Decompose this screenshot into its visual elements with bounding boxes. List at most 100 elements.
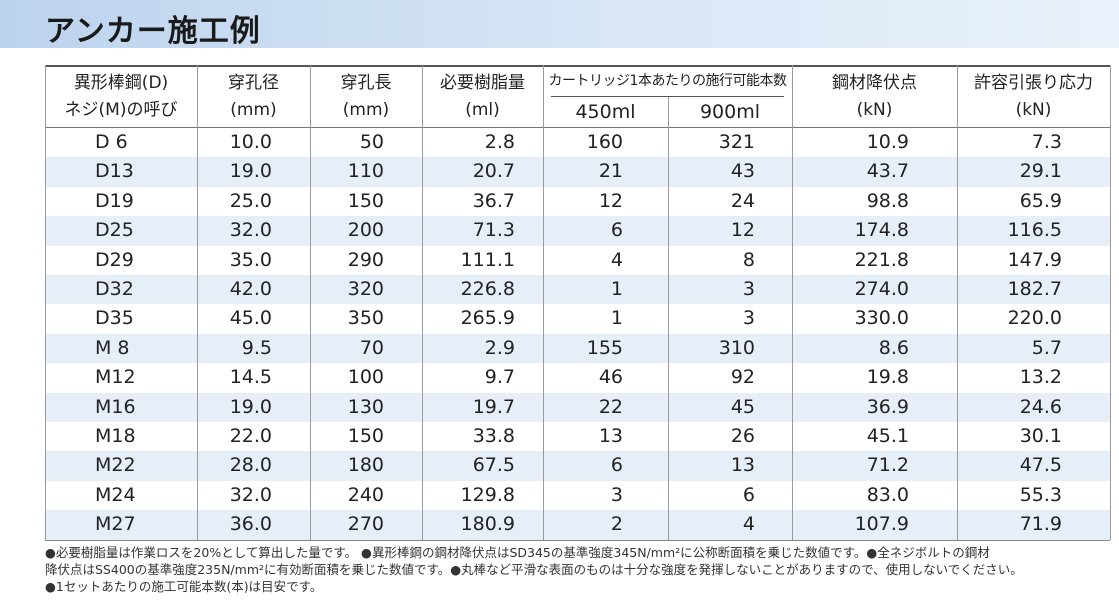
table-cell: 4 bbox=[610, 248, 623, 271]
table-cell: 180.9 bbox=[460, 513, 515, 536]
table-cell: 65.9 bbox=[1019, 189, 1062, 212]
table-cell: D29 bbox=[95, 248, 134, 271]
table-cell: D13 bbox=[95, 160, 134, 183]
subcolumn-header: 900ml bbox=[699, 101, 761, 123]
table-cell: 42.0 bbox=[229, 278, 272, 300]
table-cell: 9.5 bbox=[241, 336, 272, 359]
table-cell: 43 bbox=[730, 160, 755, 183]
table-cell: 36.9 bbox=[866, 395, 909, 418]
table: 異形棒鋼(D) ネジ(M)の呼び 穿孔径 (mm) 穿孔長 (mm) 必要樹脂量 (ml) 鋼材… bbox=[45, 65, 1111, 541]
table-cell: 220.0 bbox=[1007, 307, 1062, 330]
note-line: 降伏点はSS400の基準強度235N/mm²に有効断面積を乗じた数値です。●丸棒… bbox=[45, 562, 1023, 577]
table-cell: 290 bbox=[347, 248, 384, 271]
table-cell: 3 bbox=[610, 483, 623, 506]
table-cell: 50 bbox=[359, 131, 384, 153]
group-header: カートリッジ1本あたりの施行可能本数 bbox=[548, 73, 787, 89]
table-cell: 24 bbox=[730, 189, 755, 212]
table-cell: 29.1 bbox=[1019, 160, 1062, 183]
bottom-border bbox=[45, 539, 1110, 541]
table-cell: D19 bbox=[95, 189, 134, 212]
table-cell: 26 bbox=[730, 425, 755, 447]
table-cell: 116.5 bbox=[1007, 219, 1062, 242]
table-cell: 33.8 bbox=[472, 425, 515, 447]
column-line bbox=[45, 65, 46, 540]
table-cell: 32.0 bbox=[229, 483, 272, 506]
table-cell: M27 bbox=[95, 513, 136, 536]
table-cell: 1 bbox=[610, 278, 623, 300]
table-cell: 2 bbox=[610, 513, 623, 536]
table-cell: 13.2 bbox=[1019, 366, 1062, 389]
row-bg bbox=[45, 392, 1110, 422]
subcolumn-header: 450ml bbox=[575, 101, 636, 123]
column-header: 必要樹脂量 bbox=[440, 73, 525, 93]
table-cell: 19.8 bbox=[866, 366, 909, 389]
table-cell: D35 bbox=[95, 307, 134, 330]
column-header: (mm) bbox=[342, 100, 390, 120]
column-line bbox=[310, 65, 311, 540]
table-cell: 19.0 bbox=[229, 160, 272, 183]
table-cell: 98.8 bbox=[866, 189, 909, 212]
header-border bbox=[45, 127, 1110, 128]
table-cell: 200 bbox=[347, 219, 384, 242]
table-cell: 265.9 bbox=[460, 307, 515, 330]
column-line bbox=[543, 65, 544, 540]
table-cell: 36.0 bbox=[229, 513, 272, 536]
column-header: 穿孔長 bbox=[340, 73, 392, 93]
table-cell: 3 bbox=[742, 278, 755, 300]
column-header: (mm) bbox=[230, 100, 277, 120]
table-cell: 274.0 bbox=[854, 278, 909, 300]
table-cell: 155 bbox=[586, 336, 623, 359]
table-cell: 28.0 bbox=[229, 454, 272, 477]
column-header: 異形棒鋼(D) bbox=[73, 73, 169, 93]
notes: ●必要樹脂量は作業ロスを20%として算出した量です。 ●異形棒鋼の鋼材降伏点はS… bbox=[45, 544, 1023, 595]
row-bg bbox=[45, 422, 1110, 452]
row-bg bbox=[45, 510, 1110, 540]
column-header: (kN) bbox=[856, 100, 893, 120]
table-cell: 71.3 bbox=[472, 219, 515, 242]
column-line bbox=[668, 96, 669, 540]
table-cell: 4 bbox=[742, 513, 755, 536]
table-cell: 45.1 bbox=[866, 425, 909, 447]
table-cell: 130 bbox=[347, 395, 384, 418]
column-line bbox=[792, 65, 793, 540]
table-cell: 55.3 bbox=[1019, 483, 1062, 506]
row-bg bbox=[45, 363, 1110, 393]
table-cell: 129.8 bbox=[460, 483, 515, 506]
table-cell: 6 bbox=[742, 483, 755, 506]
note-line: ●必要樹脂量は作業ロスを20%として算出した量です。 ●異形棒鋼の鋼材降伏点はS… bbox=[45, 545, 990, 560]
table-cell: 107.9 bbox=[854, 513, 909, 536]
table-cell: 150 bbox=[347, 425, 384, 447]
table-cell: 182.7 bbox=[1007, 278, 1062, 300]
table-cell: 46 bbox=[598, 366, 623, 389]
row-bg bbox=[45, 157, 1110, 187]
table-cell: 20.7 bbox=[472, 160, 515, 183]
table-cell: 14.5 bbox=[229, 366, 272, 389]
row-bg bbox=[45, 451, 1110, 481]
table-cell: 30.1 bbox=[1019, 425, 1062, 447]
table-cell: 3 bbox=[742, 307, 755, 330]
table-cell: 5.7 bbox=[1031, 336, 1062, 359]
table-cell: 8 bbox=[742, 248, 755, 271]
title-bar bbox=[0, 0, 1119, 48]
table-cell: 10.9 bbox=[866, 131, 909, 153]
column-header: 穿孔径 bbox=[228, 73, 279, 93]
column-line bbox=[957, 65, 958, 540]
table-cell: 12 bbox=[598, 189, 623, 212]
column-header: (kN) bbox=[1015, 100, 1052, 120]
table-cell: 2.9 bbox=[484, 336, 515, 359]
table-cell: 9.7 bbox=[484, 366, 515, 389]
table-cell: 147.9 bbox=[1007, 248, 1062, 271]
table-cell: 350 bbox=[347, 307, 384, 330]
table-cell: 150 bbox=[347, 189, 384, 212]
table-cell: 71.9 bbox=[1019, 513, 1062, 536]
table-cell: 6 bbox=[610, 454, 623, 477]
table-cell: 36.7 bbox=[472, 189, 515, 212]
table-cell: 110 bbox=[347, 160, 384, 183]
table-cell: 22.0 bbox=[229, 425, 272, 447]
row-bg bbox=[45, 186, 1110, 217]
table-cell: 35.0 bbox=[229, 248, 272, 271]
row-bg bbox=[45, 275, 1110, 305]
table-cell: 1 bbox=[610, 307, 623, 330]
table-cell: 13 bbox=[730, 454, 755, 477]
